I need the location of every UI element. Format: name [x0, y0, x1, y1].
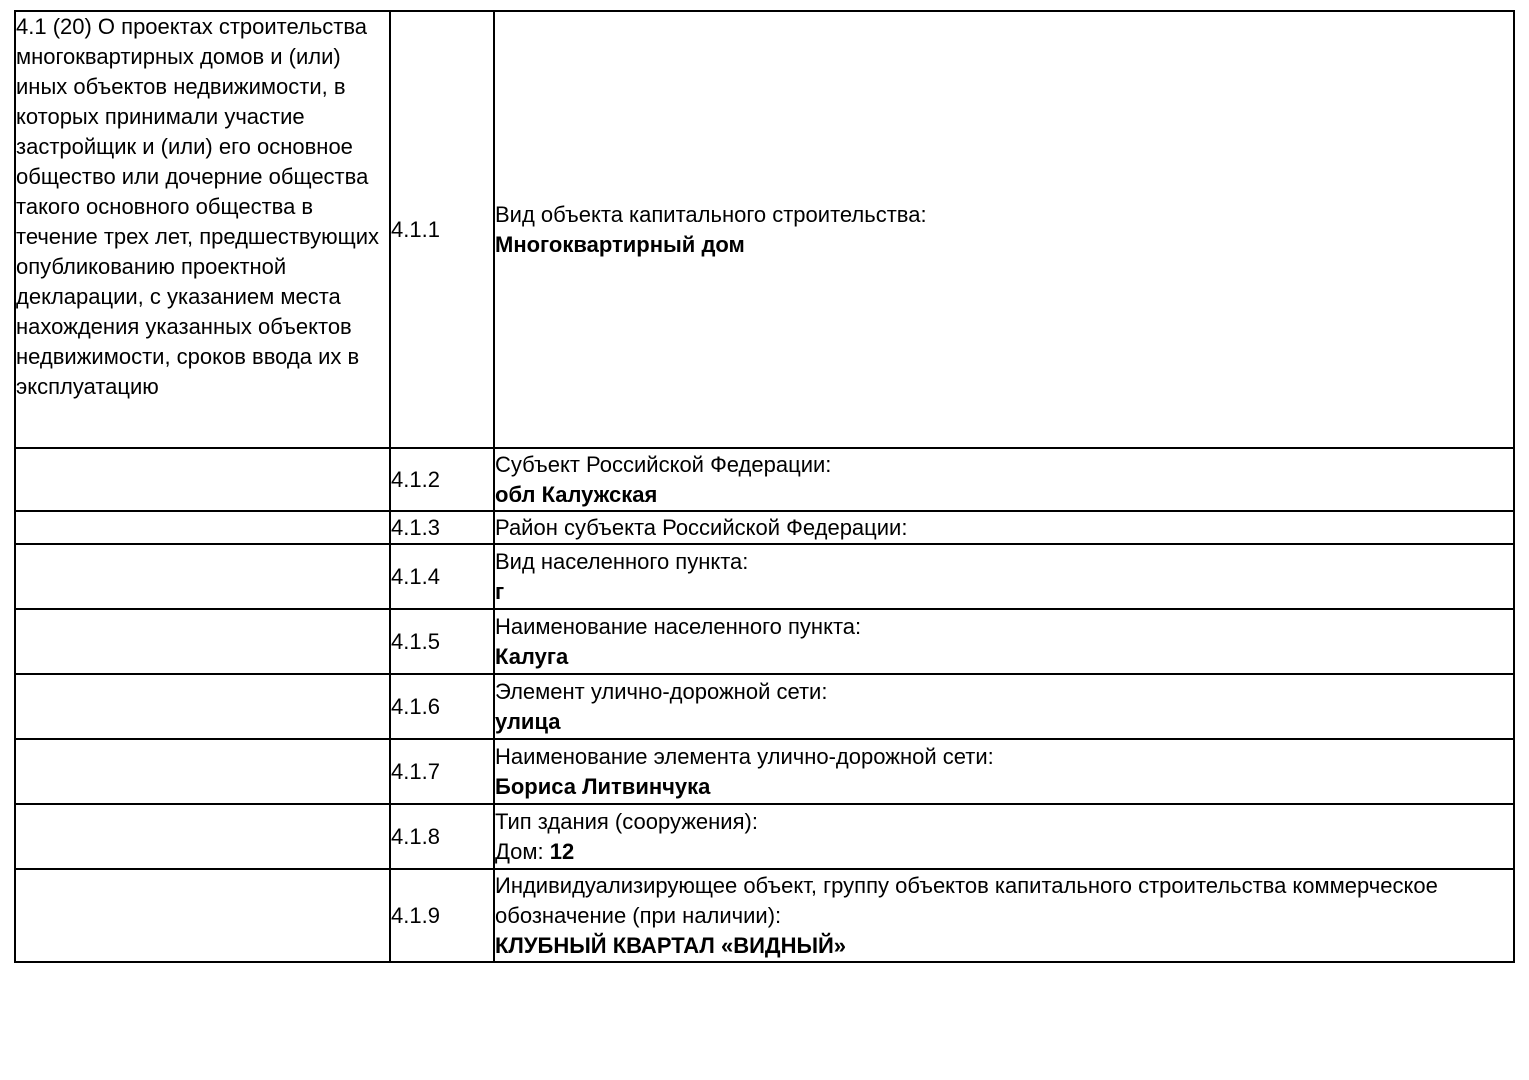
field-value: обл Калужская [495, 481, 658, 507]
field-cell: Субъект Российской Федерации: обл Калужс… [493, 447, 1515, 512]
empty-cell [14, 738, 391, 805]
row-number-cell: 4.1.6 [389, 673, 495, 740]
field-cell: Наименование населенного пункта: Калуга [493, 608, 1515, 675]
row-number-cell: 4.1.4 [389, 543, 495, 610]
field-label: Индивидуализирующее объект, группу объек… [495, 872, 1438, 928]
field-label: Наименование населенного пункта: [495, 613, 862, 639]
field-cell: Индивидуализирующее объект, группу объек… [493, 868, 1515, 963]
field-cell: Наименование элемента улично-дорожной се… [493, 738, 1515, 805]
table-row: 4.1 (20) О проектах строительства многок… [14, 10, 1515, 449]
empty-cell [14, 543, 391, 610]
empty-cell [14, 673, 391, 740]
field-label: Вид населенного пункта: [495, 548, 749, 574]
field-value: улица [495, 708, 561, 734]
row-number-cell: 4.1.8 [389, 803, 495, 870]
project-declaration-table: 4.1 (20) О проектах строительства многок… [14, 10, 1515, 963]
field-value: Многоквартирный дом [495, 231, 745, 257]
table-row: 4.1.8 Тип здания (сооружения): Дом: 12 [14, 803, 1515, 870]
field-cell: Элемент улично-дорожной сети: улица [493, 673, 1515, 740]
row-number: 4.1.9 [391, 902, 440, 928]
field-label: Субъект Российской Федерации: [495, 451, 832, 477]
empty-cell [14, 510, 391, 545]
field-value-line: Дом: 12 [495, 837, 1512, 867]
empty-cell [14, 868, 391, 963]
field-value: г [495, 578, 505, 604]
field-cell: Вид объекта капитального строительства: … [493, 10, 1515, 449]
field-label: Наименование элемента улично-дорожной се… [495, 743, 994, 769]
row-number-cell: 4.1.2 [389, 447, 495, 512]
row-number: 4.1.8 [391, 823, 440, 849]
empty-cell [14, 803, 391, 870]
field-label: Элемент улично-дорожной сети: [495, 678, 828, 704]
row-number: 4.1.4 [391, 563, 440, 589]
table-row: 4.1.7 Наименование элемента улично-дорож… [14, 738, 1515, 805]
field-cell: Район субъекта Российской Федерации: [493, 510, 1515, 545]
field-cell: Тип здания (сооружения): Дом: 12 [493, 803, 1515, 870]
empty-cell [14, 608, 391, 675]
field-value: Бориса Литвинчука [495, 773, 711, 799]
row-number: 4.1.5 [391, 628, 440, 654]
field-value: Калуга [495, 643, 569, 669]
row-number-cell: 4.1.3 [389, 510, 495, 545]
row-number: 4.1.1 [391, 216, 440, 242]
row-number-cell: 4.1.1 [389, 10, 495, 449]
field-label: Вид объекта капитального строительства: [495, 201, 927, 227]
row-number-cell: 4.1.5 [389, 608, 495, 675]
field-label: Район субъекта Российской Федерации: [495, 514, 908, 540]
row-number-cell: 4.1.7 [389, 738, 495, 805]
row-number: 4.1.3 [391, 514, 440, 540]
row-number-cell: 4.1.9 [389, 868, 495, 963]
row-number: 4.1.2 [391, 466, 440, 492]
table-row: 4.1.5 Наименование населенного пункта: К… [14, 608, 1515, 675]
section-description-cell: 4.1 (20) О проектах строительства многок… [14, 10, 391, 449]
field-value: 12 [549, 838, 575, 864]
field-label: Тип здания (сооружения): [495, 808, 758, 834]
field-value-prefix: Дом: [495, 838, 550, 864]
table-row: 4.1.4 Вид населенного пункта: г [14, 543, 1515, 610]
table-row: 4.1.9 Индивидуализирующее объект, группу… [14, 868, 1515, 963]
table-row: 4.1.6 Элемент улично-дорожной сети: улиц… [14, 673, 1515, 740]
table-row: 4.1.2 Субъект Российской Федерации: обл … [14, 447, 1515, 512]
empty-cell [14, 447, 391, 512]
row-number: 4.1.6 [391, 693, 440, 719]
section-description: 4.1 (20) О проектах строительства многок… [16, 14, 379, 399]
row-number: 4.1.7 [391, 758, 440, 784]
table-row: 4.1.3 Район субъекта Российской Федераци… [14, 510, 1515, 545]
field-value: КЛУБНЫЙ КВАРТАЛ «ВИДНЫЙ» [495, 932, 847, 958]
field-cell: Вид населенного пункта: г [493, 543, 1515, 610]
